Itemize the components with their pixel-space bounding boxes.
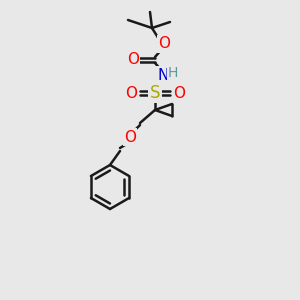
Text: O: O <box>127 52 139 68</box>
Text: O: O <box>125 85 137 100</box>
Text: O: O <box>124 130 136 145</box>
Text: N: N <box>157 68 169 82</box>
Text: O: O <box>158 37 170 52</box>
Text: O: O <box>173 85 185 100</box>
Text: S: S <box>150 84 160 102</box>
Text: H: H <box>168 66 178 80</box>
